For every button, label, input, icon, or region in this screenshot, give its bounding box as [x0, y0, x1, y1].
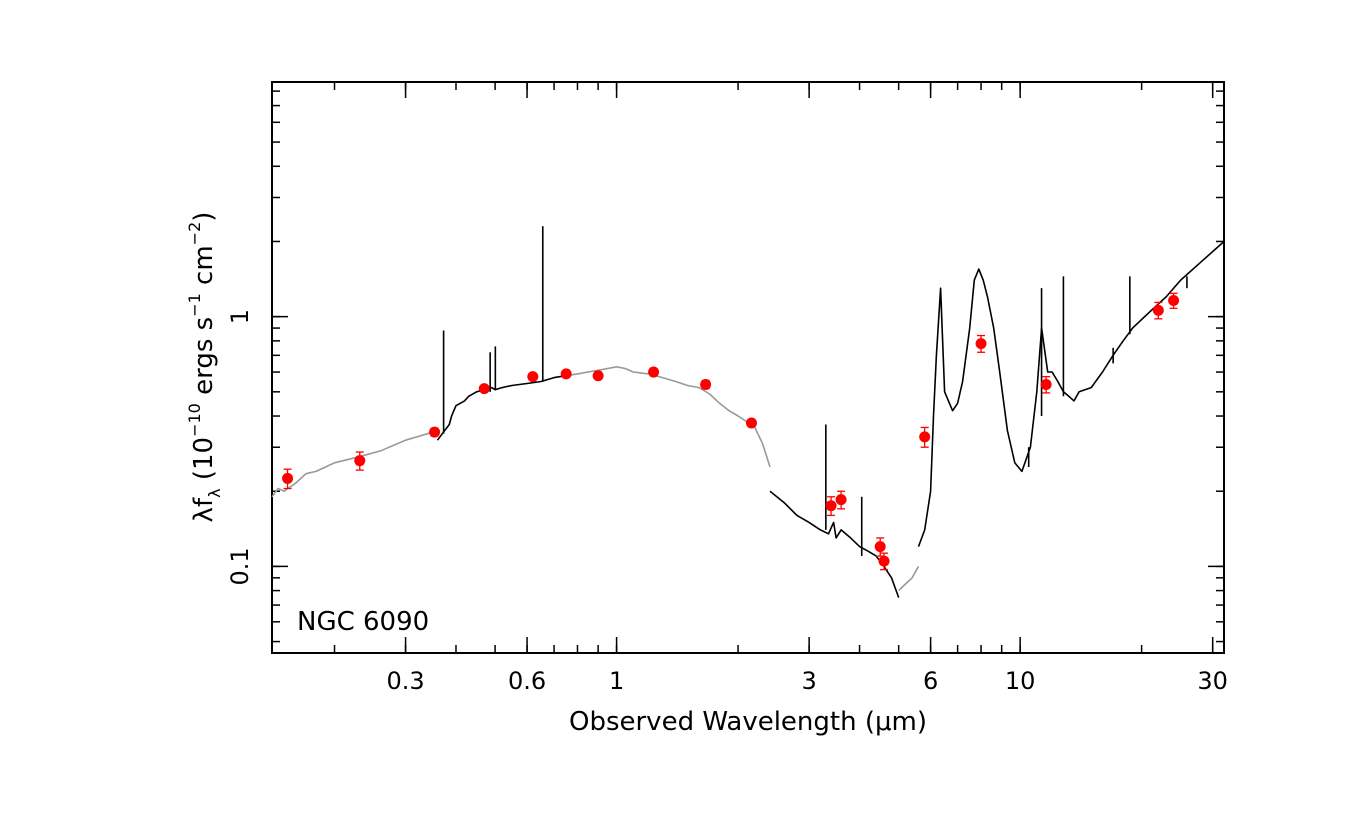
y-label-units-mid: ergs s [189, 317, 219, 403]
y-label-sub: λ [205, 488, 224, 497]
y-label-units-close: ) [189, 212, 219, 222]
plot-frame [271, 81, 1225, 654]
x-tick-label: 10 [1005, 667, 1036, 695]
data-point [878, 555, 890, 567]
template-spectrum-segment [898, 566, 920, 592]
x-axis-label: Observed Wavelength (μm) [569, 707, 927, 737]
y-label-main: λf [189, 497, 219, 522]
data-point [560, 368, 572, 380]
minor-ticks [272, 82, 1224, 653]
major-ticks [272, 82, 1224, 653]
data-point [354, 455, 366, 467]
data-point [825, 500, 837, 512]
y-label-units-mid2: cm [189, 245, 219, 293]
x-tick-label: 0.6 [508, 667, 546, 695]
x-tick-label: 6 [923, 667, 938, 695]
data-point [527, 371, 539, 383]
y-tick-labels: 0.11 [226, 309, 254, 585]
data-points [282, 292, 1180, 571]
observed-spectrum-segment [917, 240, 1225, 547]
data-point [648, 366, 660, 378]
x-tick-label: 1 [609, 667, 624, 695]
y-label-exp2: −1 [185, 293, 204, 317]
data-point [835, 494, 847, 506]
data-point [919, 431, 931, 443]
data-point [1152, 304, 1164, 316]
data-point [429, 426, 441, 438]
y-tick-label: 1 [226, 309, 254, 324]
data-point [700, 378, 712, 390]
x-tick-label: 3 [801, 667, 816, 695]
y-label-exp3: −2 [185, 222, 204, 246]
y-axis-label: λfλ (10−10 ergs s−1 cm−2) [185, 212, 224, 523]
x-tick-label: 30 [1197, 667, 1228, 695]
data-point [874, 541, 886, 553]
observed-spectrum-segment [436, 374, 567, 441]
data-point [975, 338, 987, 350]
template-spectrum-segment [566, 365, 771, 468]
y-label-units-open: (10 [189, 437, 219, 489]
data-point [1040, 378, 1052, 390]
y-tick-label: 0.1 [226, 547, 254, 585]
x-tick-label: 0.3 [386, 667, 424, 695]
data-point [745, 417, 757, 429]
data-point [1168, 295, 1180, 307]
data-point [478, 383, 490, 395]
template-spectrum-segment [271, 429, 438, 498]
series-layer [271, 226, 1225, 598]
data-point [282, 472, 294, 484]
data-point [592, 370, 604, 382]
object-annotation: NGC 6090 [297, 607, 429, 637]
x-tick-labels: 0.3 0.6 1 3 6 10 30 [386, 667, 1227, 695]
y-label-exp1: −10 [185, 403, 204, 437]
